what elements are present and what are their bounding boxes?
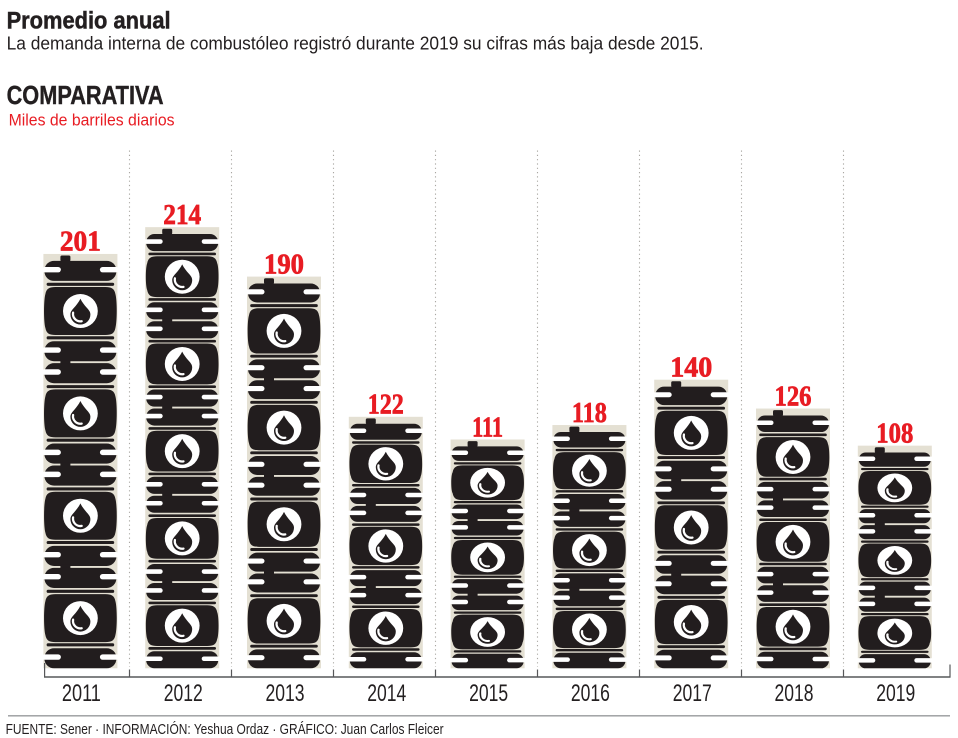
svg-text:2018: 2018 <box>775 680 814 707</box>
svg-text:111: 111 <box>472 412 503 443</box>
svg-text:201: 201 <box>60 227 101 258</box>
svg-text:La demanda interna de combustó: La demanda interna de combustóleo regist… <box>7 34 704 54</box>
svg-text:Miles de barriles diarios: Miles de barriles diarios <box>9 111 175 130</box>
svg-text:2012: 2012 <box>164 680 203 707</box>
svg-text:126: 126 <box>775 381 812 412</box>
svg-text:2015: 2015 <box>469 680 508 707</box>
svg-text:2014: 2014 <box>367 680 406 707</box>
svg-text:108: 108 <box>876 419 913 450</box>
svg-text:214: 214 <box>163 200 201 231</box>
svg-text:140: 140 <box>670 353 712 384</box>
svg-text:2013: 2013 <box>266 680 305 707</box>
svg-text:Promedio anual: Promedio anual <box>7 8 171 35</box>
svg-text:122: 122 <box>368 390 404 421</box>
svg-text:2019: 2019 <box>876 680 915 707</box>
svg-text:FUENTE: Sener · INFORMACIÓN: Y: FUENTE: Sener · INFORMACIÓN: Yeshua Orda… <box>6 721 444 738</box>
svg-text:118: 118 <box>572 398 607 429</box>
svg-text:COMPARATIVA: COMPARATIVA <box>7 80 164 110</box>
svg-text:2016: 2016 <box>571 680 610 707</box>
svg-text:2017: 2017 <box>673 680 712 707</box>
svg-text:2011: 2011 <box>62 680 101 707</box>
svg-text:190: 190 <box>264 249 304 280</box>
